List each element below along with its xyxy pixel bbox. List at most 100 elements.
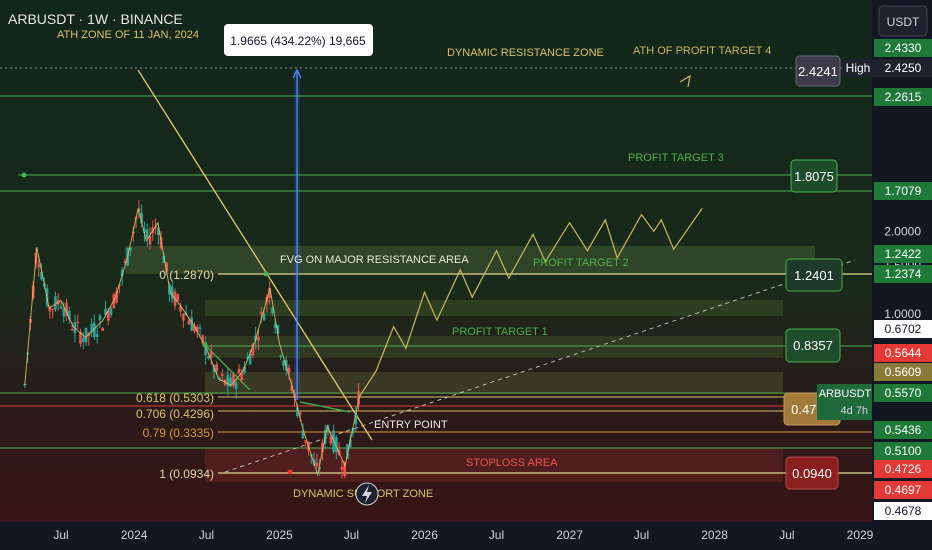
- candle-body: [259, 312, 263, 315]
- x-tick-label: Jul: [344, 528, 359, 542]
- marker-dot: [21, 172, 27, 178]
- candle-body: [354, 412, 358, 425]
- candle-body: [204, 342, 207, 356]
- x-tick-label: 2024: [121, 528, 148, 542]
- candle-body: [104, 308, 107, 315]
- candle-body: [229, 377, 232, 387]
- current-symbol-tag[interactable]: ARBUSDT 4d 7h: [817, 384, 872, 420]
- level-box-2-4241-text: 2.4241: [798, 64, 838, 79]
- candle-body: [321, 442, 324, 453]
- candle-body: [65, 302, 68, 317]
- candle-body: [298, 412, 302, 415]
- candle-body: [346, 444, 349, 459]
- candle-body: [195, 326, 199, 332]
- level-box-1-8075[interactable]: 1.8075: [790, 159, 838, 193]
- x-tick-label: 2029: [847, 528, 874, 542]
- candle-body: [296, 407, 299, 417]
- candle-body: [70, 329, 74, 331]
- level-box-1-2401[interactable]: 1.2401: [785, 258, 843, 292]
- level-box-0-8357[interactable]: 0.8357: [785, 328, 841, 363]
- profit-target-1-label: PROFIT TARGET 1: [452, 326, 548, 338]
- current-countdown: 4d 7h: [840, 405, 868, 417]
- bottom-axis-panel: [0, 522, 872, 550]
- candle-body: [81, 337, 85, 342]
- candle-body: [273, 323, 277, 329]
- price-tag: [874, 460, 932, 478]
- candle-body: [237, 369, 241, 374]
- fib-label-079: 0.79 (0.3335): [143, 426, 214, 440]
- candle-body: [215, 364, 219, 372]
- x-tick-label: 2026: [411, 528, 438, 542]
- fvg-zone: [125, 246, 815, 274]
- price-tag-label: 1.7079: [885, 184, 922, 198]
- price-tag: [874, 88, 932, 106]
- profit-zone-2: [205, 336, 783, 358]
- dynamic-support-line: [224, 259, 856, 473]
- candle-body: [143, 228, 146, 234]
- stoploss-zone: [205, 448, 783, 482]
- candle-body: [182, 313, 185, 321]
- price-tag: [874, 344, 932, 362]
- price-tag-label: 2.2615: [885, 90, 922, 104]
- candle-body: [115, 290, 118, 303]
- price-tag: [874, 363, 932, 381]
- measure-tooltip-text: 1.9665 (434.22%) 19,665: [230, 34, 366, 48]
- x-tick-label: 2025: [266, 528, 293, 542]
- candle-body: [226, 374, 230, 387]
- candle-body: [187, 320, 191, 325]
- candle-body: [68, 311, 71, 320]
- price-tag: [874, 384, 932, 402]
- candle-body: [79, 331, 82, 344]
- candle-body: [271, 307, 274, 314]
- price-tag-label: 0.5100: [885, 444, 922, 458]
- candle-body: [304, 440, 308, 443]
- level-box-0-0940-text: 0.0940: [792, 466, 832, 481]
- price-tag: [874, 59, 932, 77]
- price-tag: [874, 320, 932, 338]
- candlestick-series: [23, 199, 360, 479]
- candle-body: [218, 377, 221, 379]
- price-tag-label: 0.4726: [885, 462, 922, 476]
- candle-body: [179, 306, 182, 312]
- candle-body: [287, 367, 291, 373]
- plot-background: [0, 0, 872, 522]
- candle-body: [54, 296, 57, 310]
- candle-body: [357, 391, 360, 405]
- price-tag-label: 0.5644: [885, 346, 922, 360]
- currency-button[interactable]: USDT: [878, 5, 928, 37]
- candle-body: [98, 315, 102, 320]
- level-box-2-4241[interactable]: 2.4241: [795, 55, 841, 87]
- candle-body: [282, 360, 285, 366]
- candle-body: [62, 308, 66, 317]
- y-tick-label: 2.0000: [884, 224, 921, 238]
- lightning-icon[interactable]: [355, 482, 379, 506]
- price-path-line: [24, 208, 360, 477]
- price-tag-label: 1.2374: [885, 267, 922, 281]
- candle-body: [221, 374, 224, 376]
- candle-body: [351, 427, 355, 433]
- candle-body: [329, 436, 333, 444]
- price-tag-label: 0.5436: [885, 423, 922, 437]
- price-tag: [874, 265, 932, 283]
- candle-body: [246, 356, 249, 359]
- candle-body: [90, 323, 93, 333]
- price-tag: [874, 481, 932, 499]
- fib-label-0706: 0.706 (0.4296): [136, 407, 214, 421]
- candle-body: [340, 466, 344, 470]
- candle-body: [106, 310, 110, 321]
- x-tick-label: 2028: [701, 528, 728, 542]
- fvg-label: FVG ON MAJOR RESISTANCE AREA: [280, 254, 469, 266]
- stoploss-label: STOPLOSS AREA: [466, 457, 558, 469]
- candle-body: [170, 286, 174, 300]
- price-tag-label: 0.6702: [885, 322, 922, 336]
- level-box-0-0940[interactable]: 0.0940: [785, 456, 839, 490]
- price-tag: [874, 245, 932, 263]
- price-tag-prefix: High: [846, 61, 871, 75]
- candle-body: [276, 325, 280, 334]
- candle-body: [240, 373, 244, 381]
- candle-body: [157, 227, 160, 235]
- candle-body: [40, 272, 43, 280]
- x-tick-label: 2027: [556, 528, 583, 542]
- candle-body: [162, 255, 166, 263]
